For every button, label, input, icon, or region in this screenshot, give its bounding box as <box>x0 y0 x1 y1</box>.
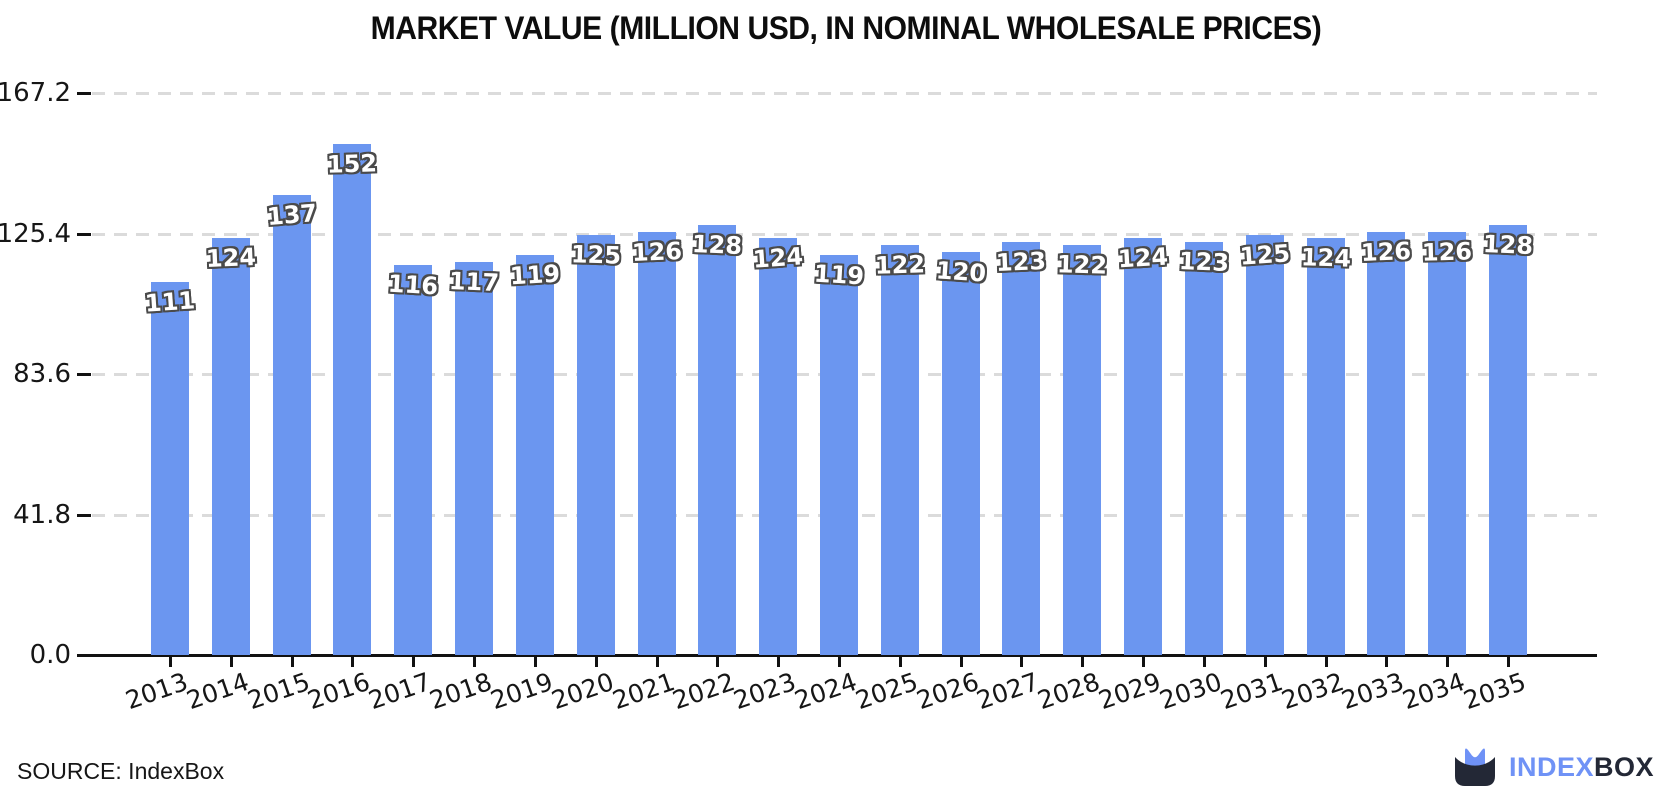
x-tick-mark <box>777 657 780 667</box>
x-tick-mark <box>1446 657 1449 667</box>
bar <box>516 255 554 655</box>
y-tick-label: 125.4 <box>0 219 71 249</box>
bar <box>1002 242 1040 655</box>
y-gridline <box>92 233 1597 236</box>
x-tick-mark <box>1507 657 1510 667</box>
indexbox-logo: INDEXBOX <box>1452 744 1654 790</box>
bar <box>1185 242 1223 655</box>
y-gridline <box>92 92 1597 95</box>
x-tick-mark <box>716 657 719 667</box>
y-tick-label: 0.0 <box>29 640 71 670</box>
x-tick-mark <box>1264 657 1267 667</box>
bar <box>942 252 980 655</box>
x-tick-mark <box>351 657 354 667</box>
bar <box>333 144 371 655</box>
x-tick-mark <box>1203 657 1206 667</box>
bar <box>1428 232 1466 655</box>
bar-value-label: 124 <box>752 242 804 274</box>
bar-value-label: 128 <box>1482 229 1534 261</box>
x-tick-mark <box>656 657 659 667</box>
bar <box>1489 225 1527 655</box>
x-tick-mark <box>960 657 963 667</box>
x-axis <box>77 654 1597 657</box>
logo-word-box: BOX <box>1594 751 1655 782</box>
indexbox-basket-crown-icon <box>1455 748 1495 786</box>
bar <box>273 195 311 655</box>
bar <box>1246 235 1284 655</box>
bar-value-label: 122 <box>1056 250 1108 280</box>
bar <box>455 262 493 655</box>
x-tick-mark <box>291 657 294 667</box>
bar <box>1367 232 1405 655</box>
bar <box>577 235 615 655</box>
logo-word-index: INDEX <box>1509 751 1595 782</box>
y-tick-label: 41.8 <box>13 500 71 530</box>
x-tick-mark <box>838 657 841 667</box>
y-tick-mark <box>77 373 91 376</box>
bar <box>1307 238 1345 655</box>
bar <box>1124 238 1162 655</box>
x-tick-mark <box>473 657 476 667</box>
bar <box>212 238 250 655</box>
bar-value-label: 124 <box>205 242 257 274</box>
x-tick-mark <box>169 657 172 667</box>
x-tick-mark <box>1081 657 1084 667</box>
bar <box>394 265 432 655</box>
x-tick-mark <box>595 657 598 667</box>
chart-title: MARKET VALUE (MILLION USD, IN NOMINAL WH… <box>370 10 1322 46</box>
x-tick-mark <box>1020 657 1023 667</box>
bar <box>638 232 676 655</box>
bar <box>151 282 189 655</box>
bar <box>759 238 797 655</box>
y-tick-label: 167.2 <box>0 78 71 108</box>
y-tick-label: 83.6 <box>13 359 71 389</box>
x-tick-mark <box>230 657 233 667</box>
bar-value-label: 137 <box>265 198 319 232</box>
logo-wordmark: INDEXBOX <box>1509 752 1654 783</box>
bar <box>820 255 858 655</box>
source-note: SOURCE: IndexBox <box>17 758 225 784</box>
x-tick-mark <box>534 657 537 667</box>
bar-value-label: 111 <box>144 286 196 318</box>
bar <box>1063 245 1101 655</box>
y-tick-mark <box>77 92 91 95</box>
x-tick-mark <box>1142 657 1145 667</box>
x-tick-mark <box>1385 657 1388 667</box>
x-tick-mark <box>412 657 415 667</box>
x-tick-mark <box>1325 657 1328 667</box>
bar-value-label: 152 <box>326 149 378 179</box>
y-tick-mark <box>77 514 91 517</box>
bar <box>881 245 919 655</box>
y-tick-mark <box>77 233 91 236</box>
bar <box>698 225 736 655</box>
x-tick-mark <box>899 657 902 667</box>
